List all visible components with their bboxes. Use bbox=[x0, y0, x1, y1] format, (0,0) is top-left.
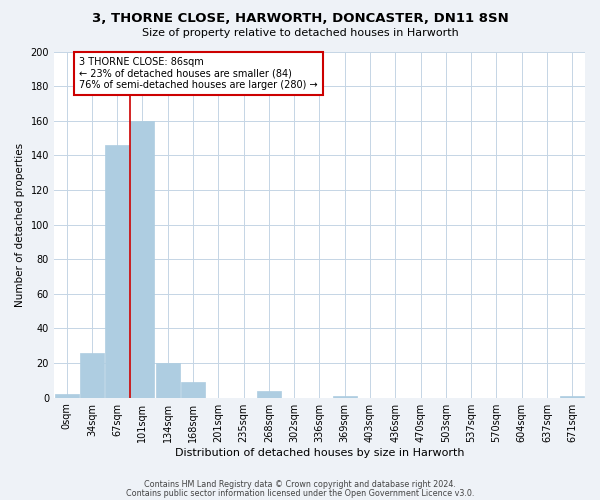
Bar bbox=[105, 145, 129, 398]
Bar bbox=[257, 391, 281, 398]
Bar bbox=[55, 394, 79, 398]
Bar bbox=[156, 363, 180, 398]
Text: Contains HM Land Registry data © Crown copyright and database right 2024.: Contains HM Land Registry data © Crown c… bbox=[144, 480, 456, 489]
Bar bbox=[130, 120, 154, 398]
Y-axis label: Number of detached properties: Number of detached properties bbox=[15, 142, 25, 306]
Text: 3, THORNE CLOSE, HARWORTH, DONCASTER, DN11 8SN: 3, THORNE CLOSE, HARWORTH, DONCASTER, DN… bbox=[92, 12, 508, 26]
Text: Size of property relative to detached houses in Harworth: Size of property relative to detached ho… bbox=[142, 28, 458, 38]
Text: 3 THORNE CLOSE: 86sqm
← 23% of detached houses are smaller (84)
76% of semi-deta: 3 THORNE CLOSE: 86sqm ← 23% of detached … bbox=[79, 56, 318, 90]
Bar bbox=[80, 352, 104, 398]
Text: Contains public sector information licensed under the Open Government Licence v3: Contains public sector information licen… bbox=[126, 489, 474, 498]
Bar bbox=[181, 382, 205, 398]
Bar bbox=[333, 396, 357, 398]
X-axis label: Distribution of detached houses by size in Harworth: Distribution of detached houses by size … bbox=[175, 448, 464, 458]
Bar bbox=[560, 396, 584, 398]
